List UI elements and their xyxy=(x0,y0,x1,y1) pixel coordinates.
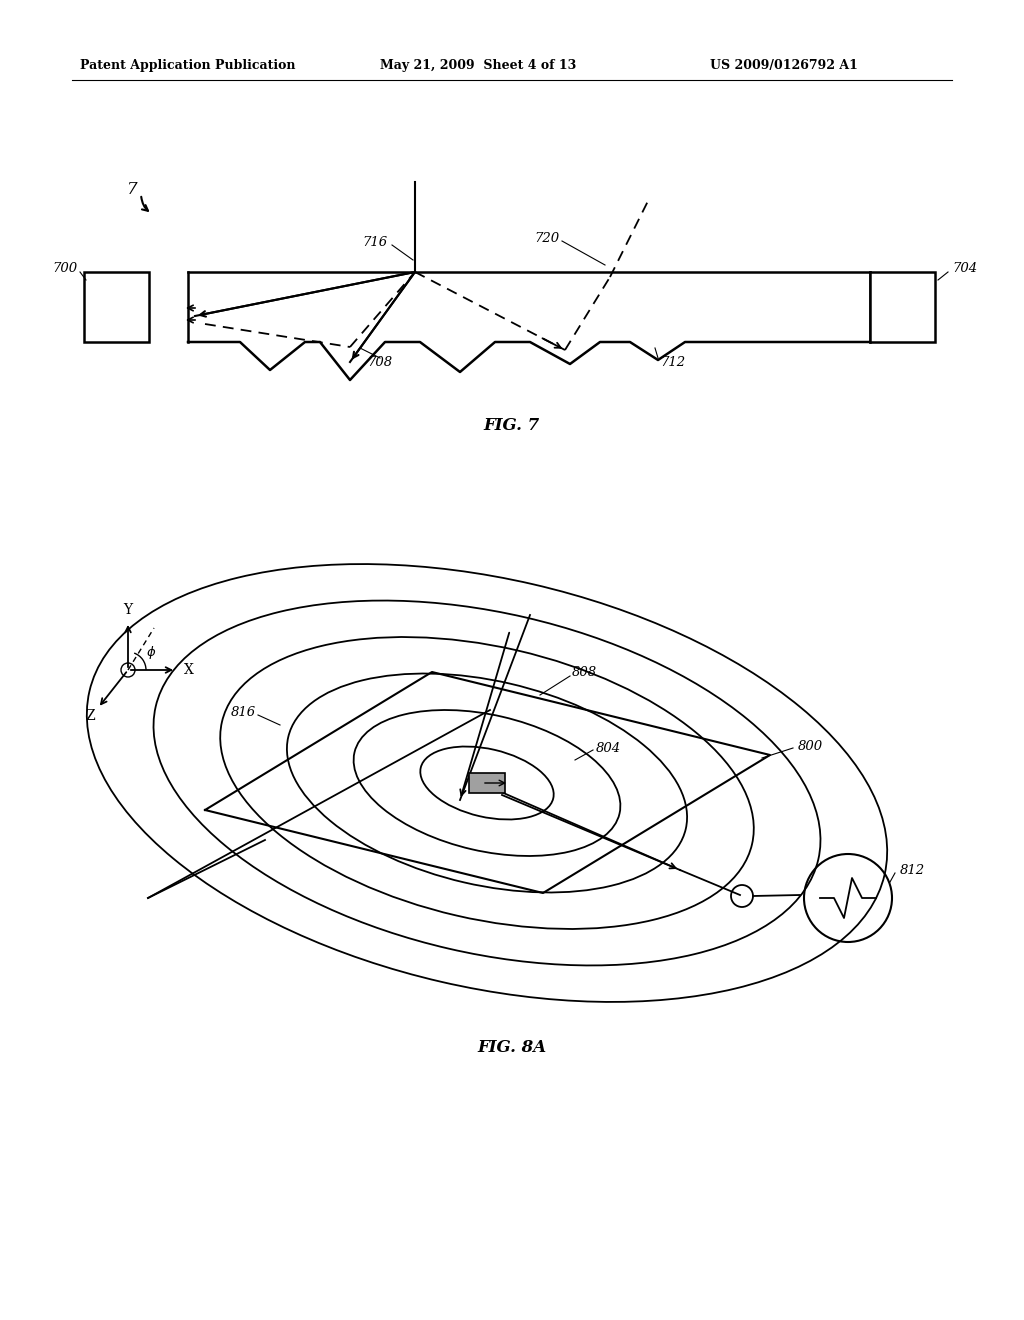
Text: $\phi$: $\phi$ xyxy=(146,644,157,661)
Text: FIG. 8A: FIG. 8A xyxy=(477,1040,547,1056)
Text: 720: 720 xyxy=(535,231,560,244)
Text: Z: Z xyxy=(85,709,95,723)
Text: 812: 812 xyxy=(900,863,925,876)
Text: 800: 800 xyxy=(798,739,823,752)
Text: 816: 816 xyxy=(230,705,256,718)
Bar xyxy=(870,272,935,342)
Text: 808: 808 xyxy=(572,665,597,678)
Text: 708: 708 xyxy=(368,355,392,368)
Text: 712: 712 xyxy=(660,355,685,368)
Text: Patent Application Publication: Patent Application Publication xyxy=(80,58,296,71)
Text: X: X xyxy=(184,663,194,677)
Bar xyxy=(469,774,505,793)
Text: FIG. 7: FIG. 7 xyxy=(484,417,540,433)
Text: 7: 7 xyxy=(127,181,137,198)
Text: May 21, 2009  Sheet 4 of 13: May 21, 2009 Sheet 4 of 13 xyxy=(380,58,577,71)
Text: US 2009/0126792 A1: US 2009/0126792 A1 xyxy=(710,58,858,71)
Text: 700: 700 xyxy=(53,263,78,276)
Bar xyxy=(84,272,150,342)
Text: 804: 804 xyxy=(596,742,622,755)
Text: 716: 716 xyxy=(362,235,388,248)
Text: Y: Y xyxy=(124,603,132,616)
Text: 704: 704 xyxy=(952,263,977,276)
